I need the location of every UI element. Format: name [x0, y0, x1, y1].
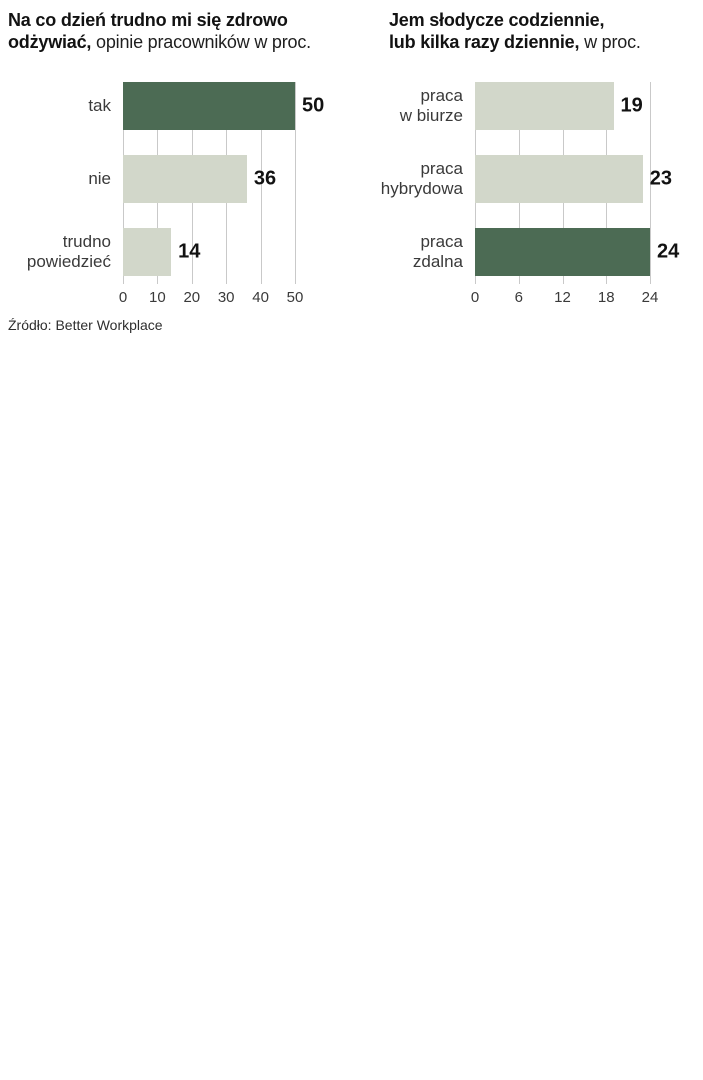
category-label-line: w biurze [399, 106, 463, 125]
category-label: trudno powiedzieć [8, 228, 123, 276]
source-note: Źródło: Better Workplace [8, 317, 163, 333]
bar [123, 82, 295, 130]
bar-rows: tak 50 nie 36 trudno powiedzieć 14 [8, 82, 354, 276]
bar-track: 23 [475, 155, 672, 203]
chart-plot-area: praca w biurze 19 praca hybrydowa 23 praca zdal… [381, 82, 701, 307]
bar-row: tak 50 [8, 82, 354, 130]
bar [475, 155, 643, 203]
bar-track: 19 [475, 82, 650, 130]
value-label: 23 [649, 167, 672, 190]
chart-plot-area: tak 50 nie 36 trudno powiedzieć 14 0 10 20 30 40 50 [8, 82, 354, 307]
x-tick: 0 [470, 289, 480, 306]
chart-title-line2-bold: odżywiać, [8, 32, 92, 52]
x-axis-ticks: 0 10 20 30 40 50 [119, 289, 304, 307]
category-label: praca w biurze [389, 82, 475, 130]
value-label: 14 [178, 240, 201, 263]
chart-title-line1-bold: Jem słodycze codziennie, [389, 10, 605, 30]
bar-row: praca hybrydowa 23 [381, 155, 701, 203]
bar [123, 155, 247, 203]
bar [475, 228, 650, 276]
chart-title-line2-regular: opinie pracowników w proc. [91, 32, 311, 52]
chart-sweets-consumption: Jem słodycze codziennie, lub kilka razy … [381, 0, 701, 307]
chart-title-line1-bold: Na co dzień trudno mi się zdrowo [8, 10, 288, 30]
category-label-line: praca [420, 159, 463, 178]
category-label-line: praca [420, 86, 463, 105]
value-label: 24 [657, 240, 680, 263]
value-label: 19 [620, 94, 643, 117]
category-label: praca hybrydowa [381, 155, 475, 203]
x-tick: 40 [252, 289, 269, 306]
x-tick: 50 [286, 289, 304, 306]
category-label-line: nie [88, 169, 111, 188]
x-axis-ticks: 0 6 12 18 24 [471, 289, 659, 307]
chart-title: Na co dzień trudno mi się zdrowo odżywia… [8, 0, 354, 53]
bar-rows: praca w biurze 19 praca hybrydowa 23 praca zdal… [381, 82, 701, 276]
category-label-line: praca [420, 232, 463, 251]
category-label-line: tak [88, 96, 111, 115]
value-label: 36 [253, 167, 277, 190]
bar [475, 82, 614, 130]
x-tick: 20 [183, 289, 201, 306]
chart-title-line2-bold: lub kilka razy dziennie, [389, 32, 580, 52]
gridline [260, 82, 262, 284]
bar-track: 36 [123, 155, 295, 203]
category-label: nie [8, 155, 123, 203]
chart-title-line2-regular: w proc. [579, 32, 641, 52]
bar-row: trudno powiedzieć 14 [8, 228, 354, 276]
bar-track: 50 [123, 82, 324, 130]
bar-track: 14 [123, 228, 295, 276]
x-tick: 24 [641, 289, 659, 306]
bar-row: praca zdalna 24 [389, 228, 701, 276]
bar-row: praca w biurze 19 [389, 82, 701, 130]
bar [123, 228, 172, 276]
category-label-line: hybrydowa [380, 179, 463, 198]
category-label: praca zdalna [389, 228, 475, 276]
category-label-line: powiedzieć [26, 252, 111, 271]
category-label-line: trudno [62, 232, 111, 251]
x-tick: 18 [597, 289, 615, 306]
x-tick: 6 [514, 289, 523, 306]
x-tick: 30 [217, 289, 235, 306]
category-label: tak [8, 82, 123, 130]
gridline [650, 82, 651, 284]
category-label-line: zdalna [412, 252, 463, 271]
chart-healthy-eating: Na co dzień trudno mi się zdrowo odżywia… [8, 0, 354, 333]
bar-track: 24 [475, 228, 679, 276]
chart-title: Jem słodycze codziennie, lub kilka razy … [389, 0, 701, 53]
value-label: 50 [302, 94, 325, 117]
gridline [295, 82, 296, 284]
x-tick: 12 [554, 289, 571, 306]
x-tick: 10 [149, 289, 166, 306]
x-tick: 0 [118, 289, 128, 306]
bar-row: nie 36 [8, 155, 354, 203]
